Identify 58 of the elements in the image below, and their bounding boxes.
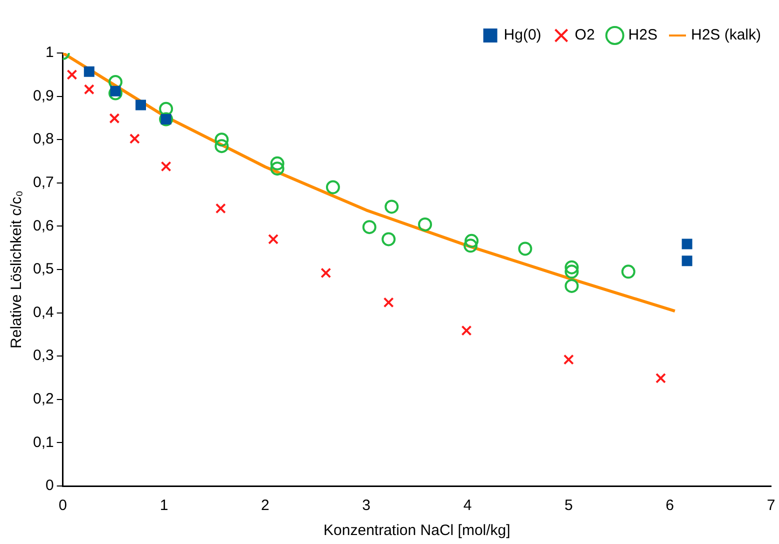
x-tick-label: 4 <box>463 497 472 514</box>
point <box>214 139 229 154</box>
x-tick-label: 5 <box>564 497 573 514</box>
point <box>84 66 94 77</box>
point <box>268 234 279 244</box>
y-tick-label: 0,6 <box>32 217 54 234</box>
x-tick-label: 3 <box>362 497 371 514</box>
point <box>159 102 174 116</box>
point <box>518 242 532 256</box>
x-axis-title: Konzentration NaCl [mol/kg] <box>324 522 510 540</box>
y-tick-label: 0 <box>46 477 54 494</box>
y-tick-label: 0,4 <box>32 304 54 321</box>
y-tick-label: 0,1 <box>32 434 54 451</box>
x-tick-label: 6 <box>666 497 674 514</box>
x-tick-label: 1 <box>160 497 168 514</box>
point <box>682 238 692 250</box>
point <box>682 256 692 266</box>
point <box>564 278 579 293</box>
point <box>464 234 479 248</box>
x-tick-label: 7 <box>766 497 776 514</box>
y-tick-label: 0,7 <box>32 174 54 192</box>
x-tick-label: 0 <box>58 497 68 514</box>
y-tick-label: 0,3 <box>32 347 54 364</box>
point <box>464 238 478 253</box>
point <box>655 372 666 384</box>
point <box>383 297 394 308</box>
y-axis-title: Relative Löslichkeit c/c₀ <box>8 190 26 348</box>
point <box>382 232 396 246</box>
y-tick-label: 0,2 <box>32 390 54 408</box>
point <box>384 200 399 214</box>
legend-label: H2S <box>628 26 658 44</box>
point <box>461 325 472 336</box>
legend-label: O2 <box>574 26 595 44</box>
y-tick-label: 0,8 <box>32 130 54 148</box>
y-tick-label: 1 <box>46 44 54 62</box>
point <box>109 113 120 124</box>
point <box>320 268 332 278</box>
x-tick-label: 2 <box>261 497 270 514</box>
point <box>270 162 284 176</box>
point <box>270 156 284 170</box>
y-tick-label: 0,5 <box>32 260 54 278</box>
point <box>418 217 432 232</box>
point <box>129 133 140 144</box>
point <box>84 84 94 95</box>
point <box>621 264 636 279</box>
legend-label: H2S (kalk) <box>690 26 762 44</box>
point <box>564 264 579 279</box>
y-tick-label: 0,9 <box>32 87 54 104</box>
point <box>362 220 376 234</box>
point <box>564 260 579 274</box>
point <box>160 161 172 172</box>
point <box>563 354 574 365</box>
point <box>136 100 146 110</box>
point <box>215 203 226 214</box>
point <box>66 69 78 80</box>
legend-label: Hg(0) <box>504 26 542 44</box>
point <box>214 132 229 147</box>
point <box>326 180 340 194</box>
